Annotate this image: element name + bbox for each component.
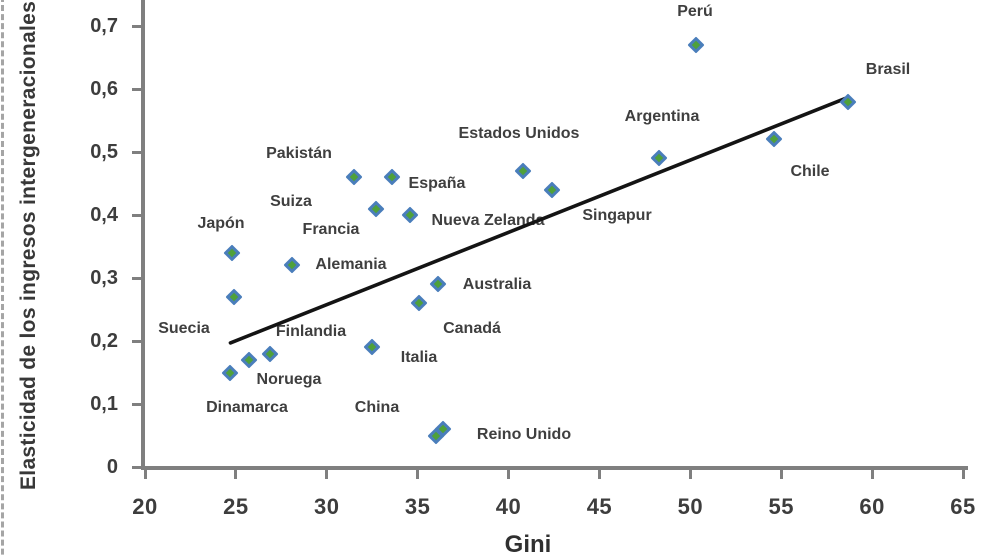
data-point-japon [223, 244, 241, 262]
y-tick-mark [132, 339, 142, 343]
x-tick-mark [779, 470, 783, 479]
x-tick-mark [416, 470, 420, 479]
country-label-dinamarca: Dinamarca [206, 399, 288, 416]
country-label-italia: Italia [400, 349, 438, 366]
x-tick-mark [234, 470, 238, 479]
data-point-suiza [367, 200, 385, 218]
y-tick-label: 0,1 [90, 393, 118, 415]
data-point-noruega [240, 351, 258, 369]
x-tick-mark [143, 470, 147, 479]
data-point-nueva-zelanda [401, 206, 419, 224]
x-tick-label: 40 [495, 494, 522, 519]
y-tick-label: 0,5 [90, 141, 118, 163]
y-tick-label: 0 [106, 456, 118, 478]
data-point-estados-unidos [514, 162, 532, 180]
data-point-canada [410, 294, 428, 312]
y-tick-mark [132, 24, 142, 28]
country-label-suecia: Suecia [158, 320, 210, 337]
x-tick-mark [961, 470, 965, 479]
y-tick-label: 0,3 [90, 267, 118, 289]
y-tick-mark [132, 276, 142, 280]
x-tick-label: 30 [314, 494, 340, 519]
data-point-dinamarca [221, 364, 239, 381]
data-point-australia [429, 275, 447, 293]
country-label-noruega: Noruega [256, 371, 322, 388]
y-tick-label: 0,7 [90, 15, 118, 37]
data-point-peru [687, 36, 705, 54]
country-label-china: China [354, 399, 400, 416]
x-tick-mark [870, 470, 874, 479]
x-axis-title: Gini [504, 531, 552, 557]
y-tick-mark [132, 150, 142, 154]
x-axis-line [141, 466, 968, 470]
data-point-suecia [225, 288, 243, 306]
x-tick-label: 45 [586, 494, 613, 519]
x-tick-mark [688, 470, 692, 479]
y-tick-mark [132, 87, 142, 91]
x-tick-label: 65 [950, 494, 976, 519]
data-point-italia [363, 338, 381, 356]
data-point-argentina [650, 149, 668, 167]
data-point-finlandia [261, 345, 279, 363]
x-tick-mark [597, 470, 601, 479]
x-tick-label: 50 [677, 494, 704, 519]
country-label-peru: Perú [677, 3, 713, 20]
y-tick-label: 0,2 [90, 330, 118, 352]
data-point-pakistan [345, 168, 363, 186]
y-axis-line [141, 0, 145, 469]
x-tick-label: 55 [768, 494, 794, 519]
data-point-singapur [543, 181, 561, 199]
data-point-alemania [283, 256, 301, 274]
y-tick-mark [132, 465, 142, 469]
y-tick-mark [132, 213, 142, 217]
x-tick-mark [325, 470, 329, 479]
country-label-brasil: Brasil [865, 61, 911, 78]
data-point-chile [765, 130, 783, 148]
data-point-espana [383, 168, 401, 186]
x-tick-label: 35 [404, 494, 431, 519]
y-tick-label: 0,6 [90, 78, 118, 100]
x-tick-label: 20 [132, 494, 158, 519]
data-point-brasil [839, 93, 857, 111]
page-edge-dashed-border [1, 0, 4, 557]
y-tick-mark [132, 402, 142, 406]
x-tick-label: 25 [223, 494, 249, 519]
x-tick-mark [507, 470, 511, 479]
x-tick-label: 60 [859, 494, 885, 519]
y-tick-label: 0,4 [90, 204, 118, 226]
country-label-reino-unido: Reino Unido [476, 426, 572, 443]
